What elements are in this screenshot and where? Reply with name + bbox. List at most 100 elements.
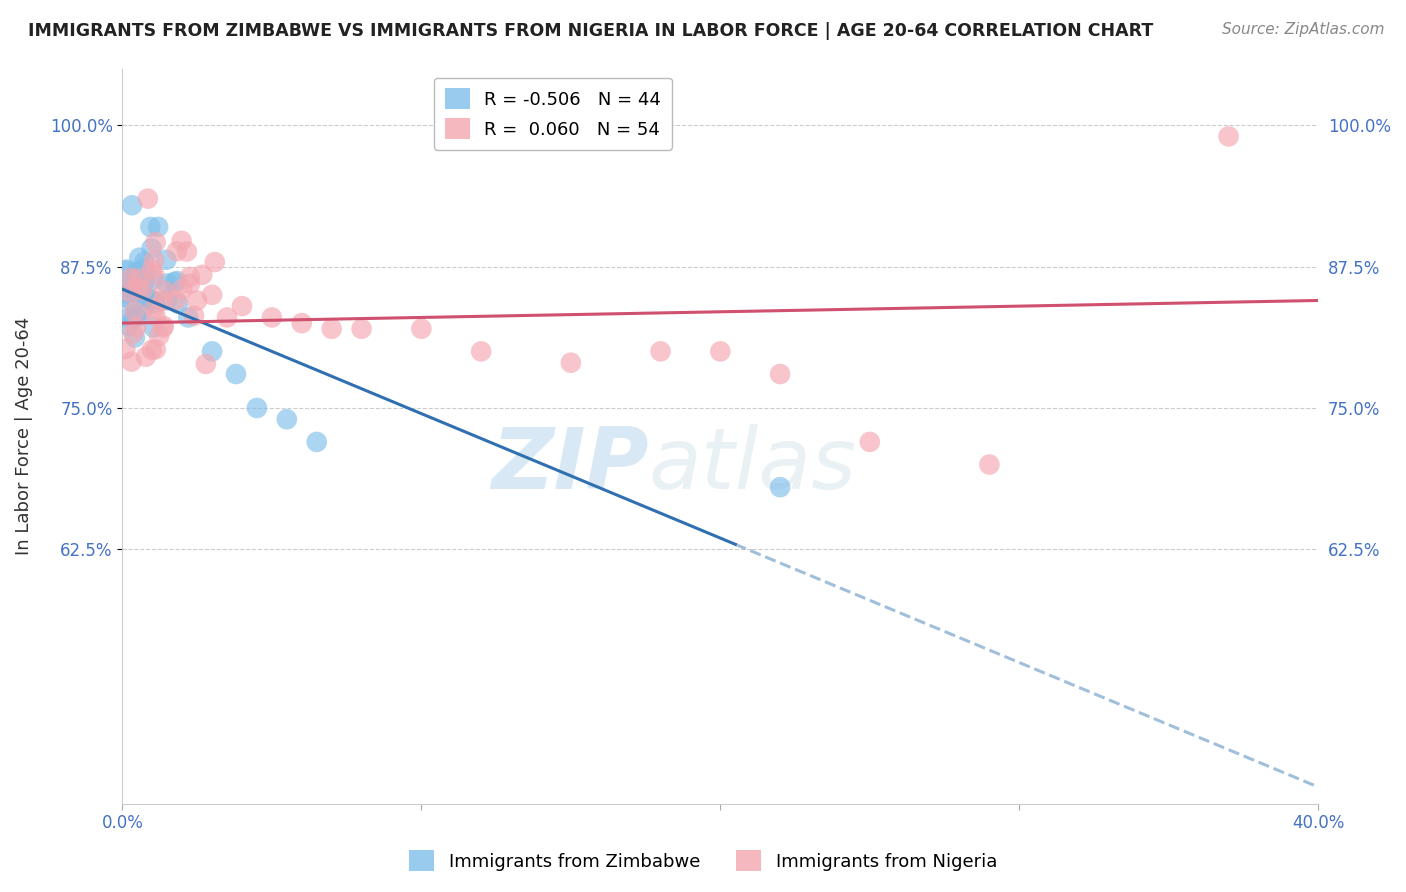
Point (152, 318, 174, 333)
Point (260, 310, 283, 325)
Point (117, 318, 139, 333)
Point (122, 326, 145, 341)
Point (134, 255, 156, 269)
Point (143, 268, 166, 282)
Point (143, 253, 166, 268)
Point (1218, 129, 1240, 144)
Text: atlas: atlas (648, 425, 856, 508)
Text: ZIP: ZIP (491, 425, 648, 508)
Point (204, 255, 226, 269)
Point (141, 241, 163, 255)
Point (141, 343, 163, 357)
Point (122, 285, 145, 299)
Point (118, 282, 141, 296)
Point (128, 281, 150, 295)
Point (141, 262, 163, 277)
Point (142, 320, 165, 334)
Point (114, 290, 136, 304)
Point (172, 282, 194, 296)
Point (114, 342, 136, 356)
Point (305, 434, 328, 449)
Point (163, 275, 186, 289)
Point (155, 252, 177, 267)
Point (139, 219, 162, 234)
Point (121, 198, 143, 212)
Point (121, 296, 143, 310)
Point (142, 272, 165, 286)
Point (135, 350, 157, 364)
Point (127, 271, 149, 285)
Point (231, 299, 253, 313)
Point (143, 301, 166, 316)
Point (979, 458, 1001, 472)
Point (132, 283, 155, 297)
Point (276, 412, 298, 426)
Point (156, 293, 179, 307)
Point (186, 293, 208, 308)
Point (156, 277, 179, 291)
Point (560, 356, 582, 370)
Point (183, 309, 205, 323)
Point (125, 310, 148, 325)
Point (246, 401, 269, 415)
Point (145, 235, 167, 249)
Point (179, 269, 201, 284)
Point (132, 303, 155, 318)
Point (769, 367, 792, 381)
Point (769, 480, 792, 494)
Point (124, 330, 146, 344)
Point (166, 244, 188, 259)
Point (115, 285, 138, 300)
Point (321, 322, 343, 336)
Point (170, 234, 193, 248)
Legend: R = -0.506   N = 44, R =  0.060   N = 54: R = -0.506 N = 44, R = 0.060 N = 54 (434, 78, 672, 150)
Point (141, 293, 163, 308)
Point (191, 268, 214, 282)
Text: Source: ZipAtlas.com: Source: ZipAtlas.com (1222, 22, 1385, 37)
Point (176, 244, 198, 259)
Point (132, 261, 155, 276)
Point (134, 274, 156, 288)
Point (134, 289, 156, 303)
Point (350, 322, 373, 336)
Point (709, 344, 731, 359)
Point (470, 344, 492, 359)
Point (165, 293, 187, 307)
Point (215, 310, 238, 325)
Point (177, 310, 200, 325)
Point (194, 357, 217, 371)
Point (152, 320, 174, 334)
Point (114, 264, 136, 278)
Point (122, 285, 145, 300)
Point (179, 277, 201, 291)
Point (166, 274, 188, 288)
Point (148, 328, 170, 343)
Point (125, 265, 148, 279)
Point (136, 192, 159, 206)
Point (153, 284, 176, 298)
Point (141, 293, 163, 307)
Point (146, 219, 169, 234)
Point (225, 367, 247, 381)
Point (115, 262, 138, 277)
Point (124, 304, 146, 318)
Point (145, 310, 167, 324)
Point (143, 296, 166, 310)
Point (122, 310, 145, 325)
Point (650, 344, 672, 359)
Point (291, 316, 314, 330)
Point (201, 288, 224, 302)
Point (125, 307, 148, 321)
Point (411, 322, 433, 336)
Point (120, 271, 142, 285)
Legend: Immigrants from Zimbabwe, Immigrants from Nigeria: Immigrants from Zimbabwe, Immigrants fro… (402, 843, 1004, 879)
Y-axis label: In Labor Force | Age 20-64: In Labor Force | Age 20-64 (15, 318, 32, 556)
Point (859, 434, 882, 449)
Point (121, 354, 143, 368)
Point (118, 310, 141, 325)
Point (167, 296, 190, 310)
Point (125, 320, 148, 334)
Point (145, 343, 167, 357)
Point (152, 293, 174, 308)
Point (117, 278, 139, 293)
